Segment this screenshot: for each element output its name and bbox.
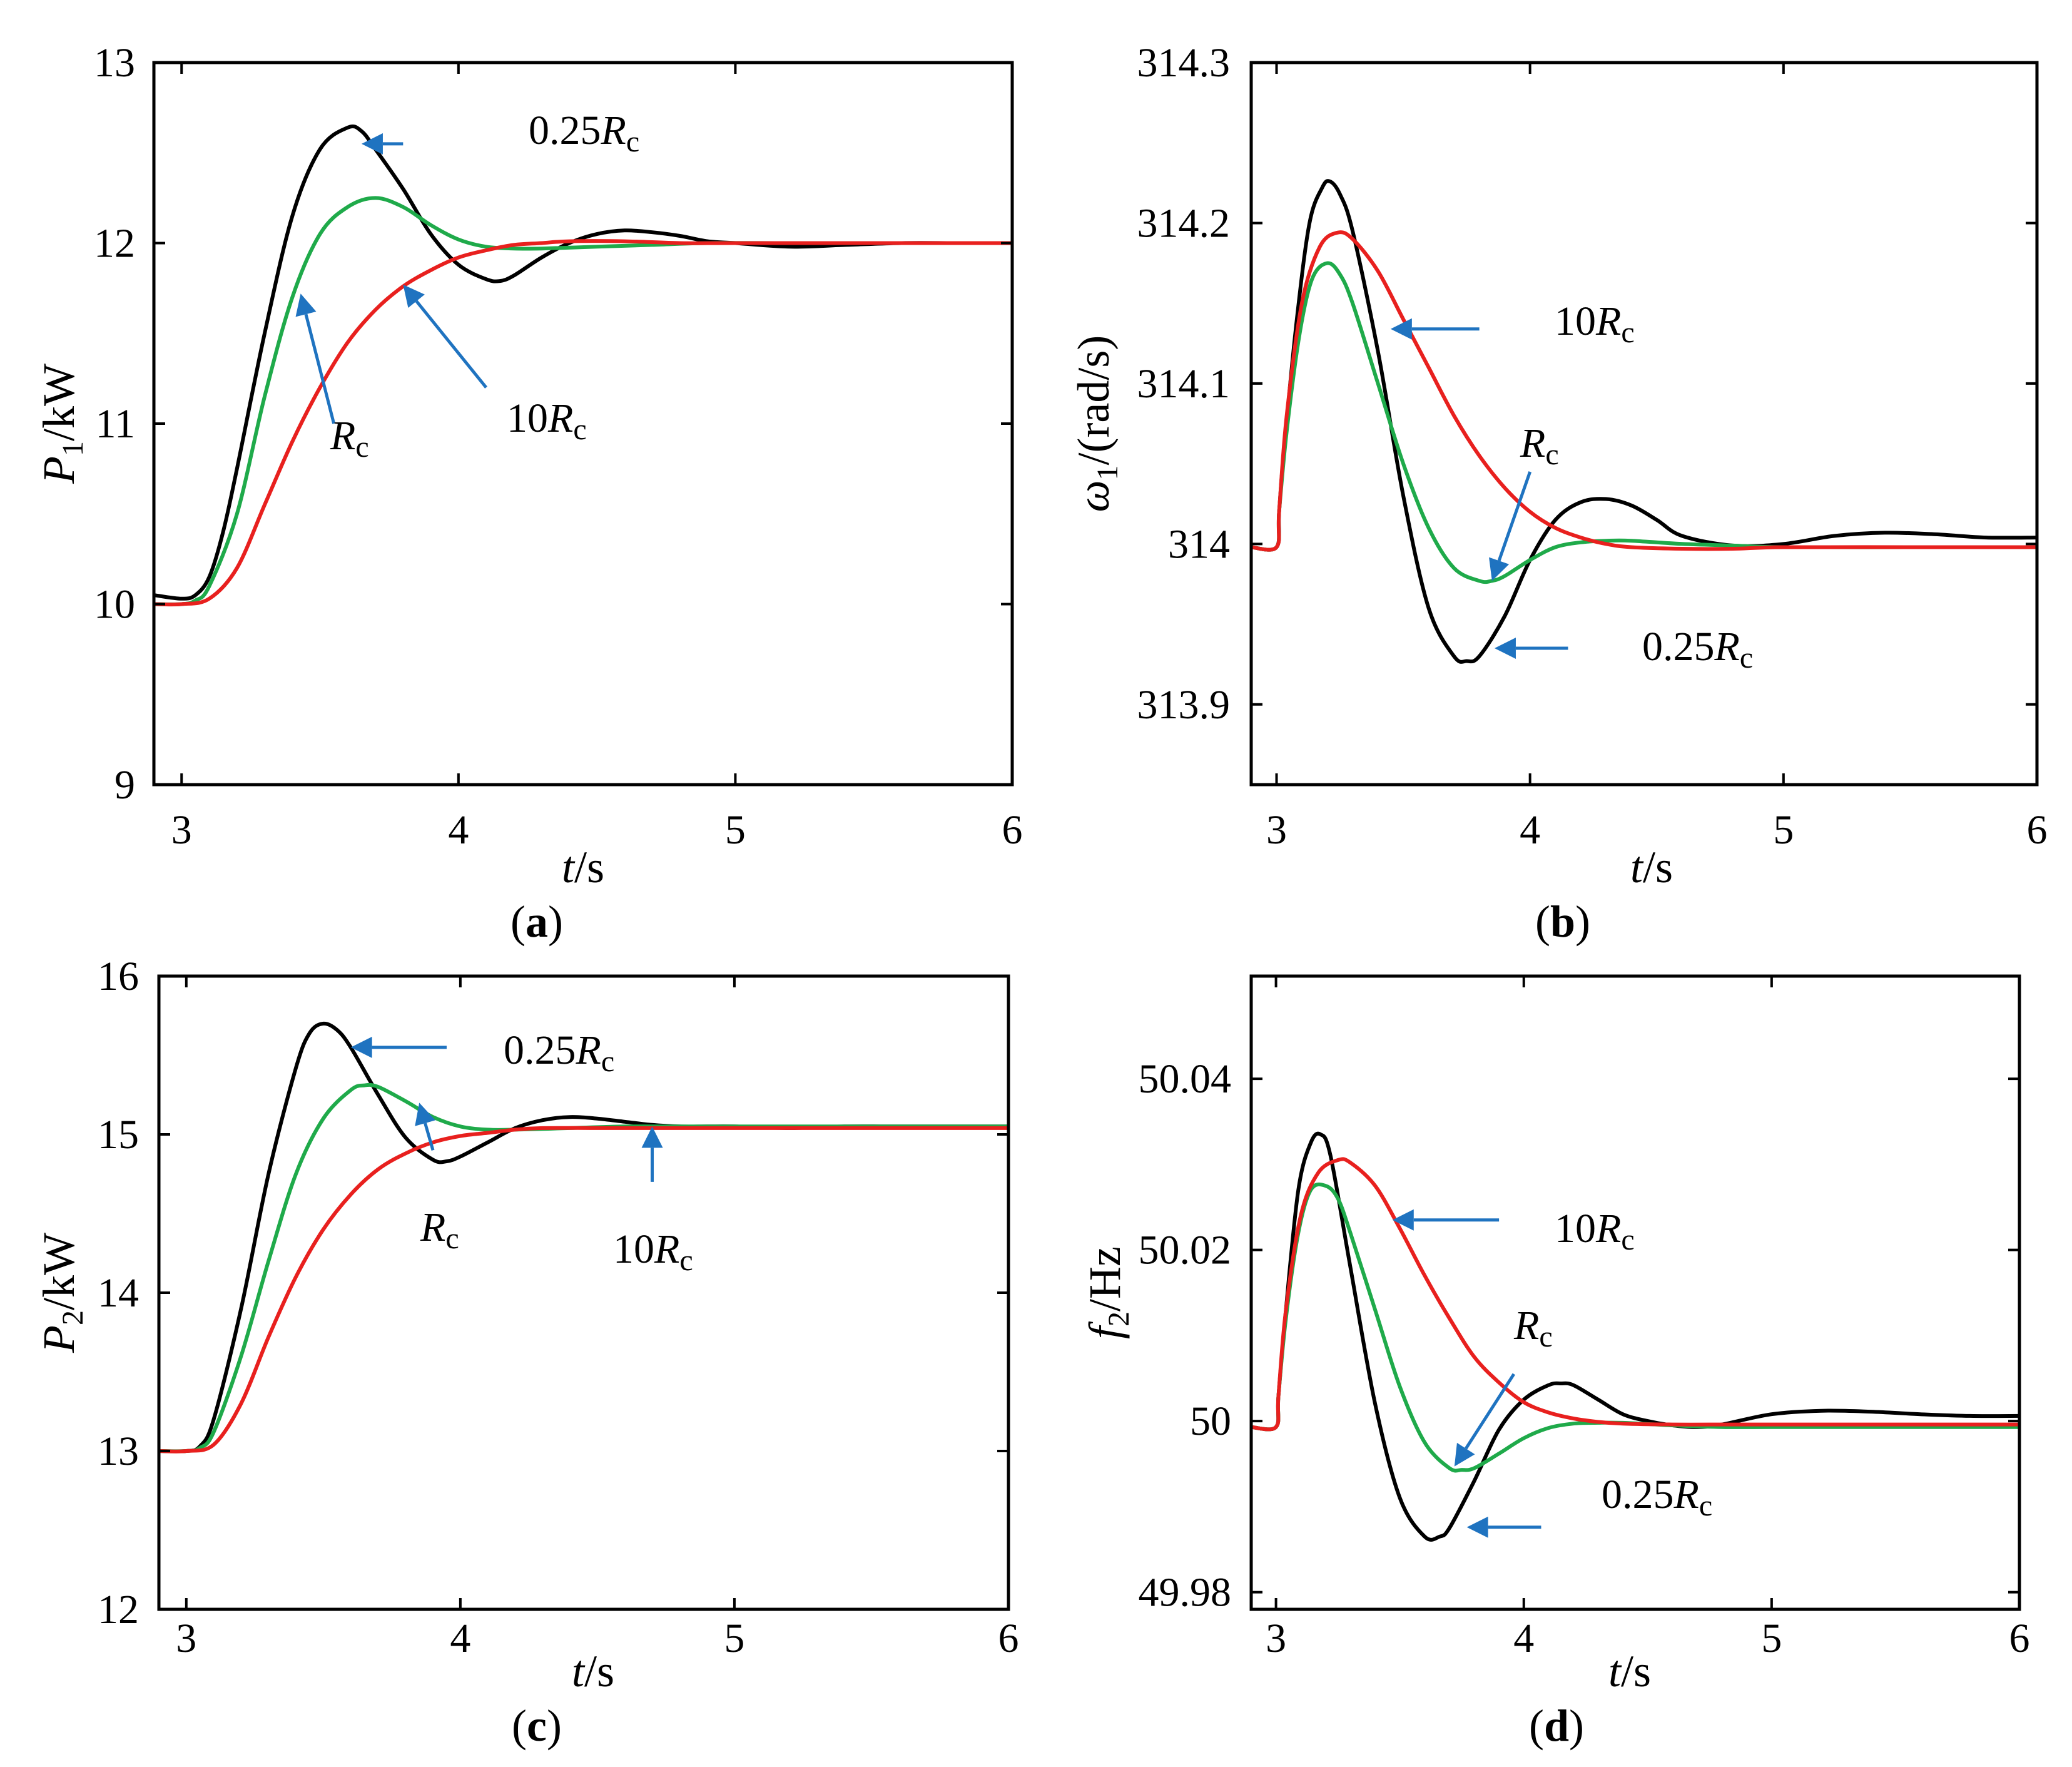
annotation-label: 0.25Rc: [529, 108, 639, 158]
annotation-arrow: [1465, 1373, 1515, 1450]
panel-label: (c): [512, 1701, 562, 1751]
x-tick-label: 6: [1002, 807, 1023, 853]
y-tick-label: 13: [98, 1428, 139, 1474]
annotation-arrowhead: [1466, 1516, 1488, 1538]
series-line-10Rc: [1251, 1157, 2019, 1432]
series-line-0.25Rc: [159, 1021, 1008, 1454]
x-tick-label: 6: [998, 1616, 1019, 1661]
panel-a: 3 4 5 6 9 10 11 12 13 t/s P1/kW (a) 0.25Rc Rc 10Rc: [34, 40, 1023, 947]
annotation-arrowhead: [350, 1036, 372, 1058]
series-line-Rc: [1251, 261, 2037, 584]
annotation-label: 10Rc: [1555, 1206, 1635, 1256]
y-tick-label: 12: [98, 1587, 139, 1632]
annotation-label: 10Rc: [1555, 298, 1635, 349]
x-tick-label: 3: [1266, 807, 1287, 853]
x-tick-label: 4: [448, 807, 469, 853]
annotation-arrowhead: [1494, 638, 1516, 659]
x-tick-label: 6: [2009, 1616, 2030, 1661]
annotation-arrow: [304, 313, 336, 424]
x-tick-label: 3: [176, 1616, 196, 1661]
y-tick-label: 313.9: [1137, 682, 1231, 728]
x-tick-label: 5: [724, 1616, 744, 1661]
y-tick-label: 11: [95, 401, 135, 447]
annotation-arrowhead: [415, 1102, 435, 1126]
plot-frame: [1249, 974, 2021, 1611]
x-tick-label: 5: [725, 807, 746, 853]
annotation-arrowhead: [1390, 318, 1412, 340]
plot-frame: [1249, 61, 2039, 787]
annotation-label: 0.25Rc: [1602, 1472, 1712, 1522]
series-line-0.25Rc: [1251, 179, 2037, 664]
x-axis-label: t/s: [562, 842, 604, 892]
annotation-arrowhead: [1392, 1209, 1414, 1231]
y-tick-label: 10: [94, 582, 135, 628]
x-tick-label: 4: [1520, 807, 1540, 853]
y-axis-label: f2/Hz: [1080, 1246, 1135, 1339]
y-tick-label: 314.1: [1137, 361, 1231, 407]
series-line-10Rc: [154, 239, 1012, 607]
annotation-arrowhead: [641, 1126, 663, 1148]
annotation-arrow: [1497, 471, 1532, 562]
x-tick-label: 4: [1513, 1616, 1534, 1661]
panel-b: 3 4 5 6 313.9 314 314.1 314.2 314.3 t/s ω1/(rad/s)…: [1069, 40, 2048, 947]
annotation-label: 0.25Rc: [1642, 624, 1753, 675]
x-tick-label: 4: [450, 1616, 470, 1661]
series-line-0.25Rc: [154, 124, 1012, 601]
series-line-Rc: [1251, 1182, 2019, 1473]
y-tick-label: 314: [1168, 521, 1230, 567]
annotation-arrowhead: [1454, 1442, 1475, 1467]
annotation-label: 0.25Rc: [504, 1027, 614, 1078]
y-tick-label: 314.2: [1137, 200, 1231, 246]
x-axis-label: t/s: [1630, 842, 1673, 892]
series-line-10Rc: [1251, 230, 2037, 552]
annotation-label: Rc: [1513, 1303, 1553, 1353]
annotation-label: 10Rc: [507, 395, 587, 446]
y-tick-label: 49.98: [1139, 1570, 1232, 1616]
x-tick-label: 5: [1761, 1616, 1782, 1661]
y-tick-label: 16: [98, 954, 139, 999]
annotation-label: Rc: [420, 1204, 459, 1255]
panel-label: (d): [1529, 1701, 1584, 1751]
x-tick-label: 3: [1266, 1616, 1286, 1661]
y-tick-label: 9: [114, 762, 135, 808]
y-tick-label: 314.3: [1137, 40, 1231, 86]
y-tick-label: 13: [94, 40, 135, 86]
y-axis-label: ω1/(rad/s): [1069, 335, 1124, 512]
annotation-arrowhead: [403, 284, 425, 308]
y-tick-label: 14: [98, 1270, 139, 1316]
series-line-0.25Rc: [1251, 1131, 2019, 1542]
annotation-arrowhead: [295, 293, 317, 317]
x-axis-label: t/s: [572, 1646, 614, 1696]
panel-label: (b): [1535, 897, 1590, 947]
y-tick-label: 12: [94, 221, 135, 267]
x-axis-label: t/s: [1608, 1646, 1651, 1696]
y-tick-label: 50: [1190, 1398, 1231, 1444]
annotation-label: Rc: [1520, 420, 1559, 471]
panel-label: (a): [510, 897, 563, 947]
y-tick-label: 50.04: [1139, 1056, 1232, 1102]
x-tick-label: 3: [171, 807, 192, 853]
y-tick-label: 50.02: [1139, 1228, 1232, 1273]
annotation-arrowhead: [1489, 557, 1510, 581]
annotation-arrowhead: [361, 133, 383, 155]
annotation-arrow: [424, 1123, 435, 1151]
annotation-label: Rc: [330, 413, 369, 464]
y-axis-label: P1/kW: [34, 364, 89, 484]
annotation-arrow: [415, 300, 488, 389]
x-tick-label: 6: [2027, 807, 2048, 853]
y-axis-label: P2/kW: [34, 1233, 89, 1353]
series-line-Rc: [159, 1082, 1008, 1454]
y-tick-label: 15: [98, 1112, 139, 1158]
annotation-label: 10Rc: [613, 1226, 693, 1277]
panel-c: 3 4 5 6 12 13 14 15 16 t/s P2/kW (c) 0.25Rc Rc 10Rc: [34, 954, 1019, 1751]
x-tick-label: 5: [1773, 807, 1794, 853]
series-line-10Rc: [159, 1126, 1008, 1454]
